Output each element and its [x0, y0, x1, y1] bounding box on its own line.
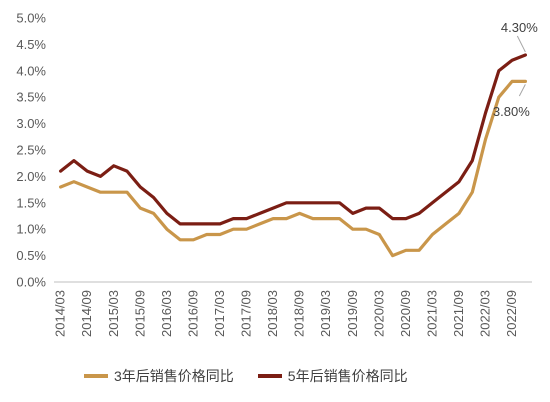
x-tick-label: 2014/09 — [79, 290, 94, 337]
x-tick-label: 2019/03 — [318, 290, 333, 337]
legend-swatch-5-year — [257, 374, 282, 378]
x-tick-label: 2020/03 — [371, 290, 386, 337]
x-tick-label: 2015/09 — [132, 290, 147, 337]
y-tick-label: 4.5% — [16, 37, 46, 52]
series-line-3-year — [58, 79, 528, 258]
y-tick-label: 1.5% — [16, 195, 46, 210]
y-tick-label: 0.5% — [16, 248, 46, 263]
legend-item-5-year: 5年后销售价格同比 — [257, 366, 408, 386]
y-tick-label: 1.0% — [16, 222, 46, 237]
legend-swatch-3-year — [84, 374, 108, 378]
annotation-label-3-year: 3.80% — [493, 104, 530, 119]
x-tick-label: 2019/09 — [345, 290, 360, 337]
annotation-leader-3-year — [518, 84, 526, 97]
x-tick-label: 2018/03 — [265, 290, 280, 337]
y-tick-label: 4.0% — [16, 63, 46, 78]
x-tick-label: 2016/09 — [185, 290, 200, 337]
x-tick-label: 2017/09 — [239, 290, 254, 337]
x-tick-label: 2022/03 — [478, 290, 493, 337]
y-tick-label: 3.0% — [16, 116, 46, 131]
y-tick-label: 3.5% — [16, 90, 46, 105]
legend-item-3-year: 3年后销售价格同比 — [84, 366, 234, 386]
legend: 3年后销售价格同比 5年后销售价格同比 — [84, 366, 408, 386]
x-axis: 2014/03 2014/09 2015/03 2015/09 2016/03 2016/… — [53, 281, 532, 337]
y-tick-label: 2.0% — [16, 169, 46, 184]
series-layer — [58, 53, 528, 258]
x-tick-label: 2015/03 — [106, 290, 121, 337]
x-tick-label: 2020/09 — [398, 290, 413, 337]
x-tick-label: 2016/03 — [159, 290, 174, 337]
series-line-5-year — [58, 53, 528, 226]
x-tick-label: 2021/03 — [424, 290, 439, 337]
x-tick-label: 2021/09 — [451, 290, 466, 337]
annotation-layer: 4.30% 3.80% — [493, 20, 538, 119]
y-tick-label: 0.0% — [16, 275, 46, 290]
y-axis: 0.0% 0.5% 1.0% 1.5% 2.0% 2.5% 3.0% 3.5% 4.0% 4.5%… — [16, 11, 46, 290]
y-tick-label: 5.0% — [16, 11, 46, 26]
legend-label-3-year: 3年后销售价格同比 — [114, 368, 234, 384]
annotation-label-5-year: 4.30% — [501, 20, 538, 35]
x-tick-label: 2014/03 — [53, 290, 68, 337]
x-tick-label: 2017/03 — [212, 290, 227, 337]
legend-label-5-year: 5年后销售价格同比 — [287, 368, 408, 384]
x-tick-label: 2022/09 — [504, 290, 519, 337]
y-tick-label: 2.5% — [16, 143, 46, 158]
annotation-leader-5-year — [516, 35, 526, 53]
x-tick-label: 2018/09 — [292, 290, 307, 337]
